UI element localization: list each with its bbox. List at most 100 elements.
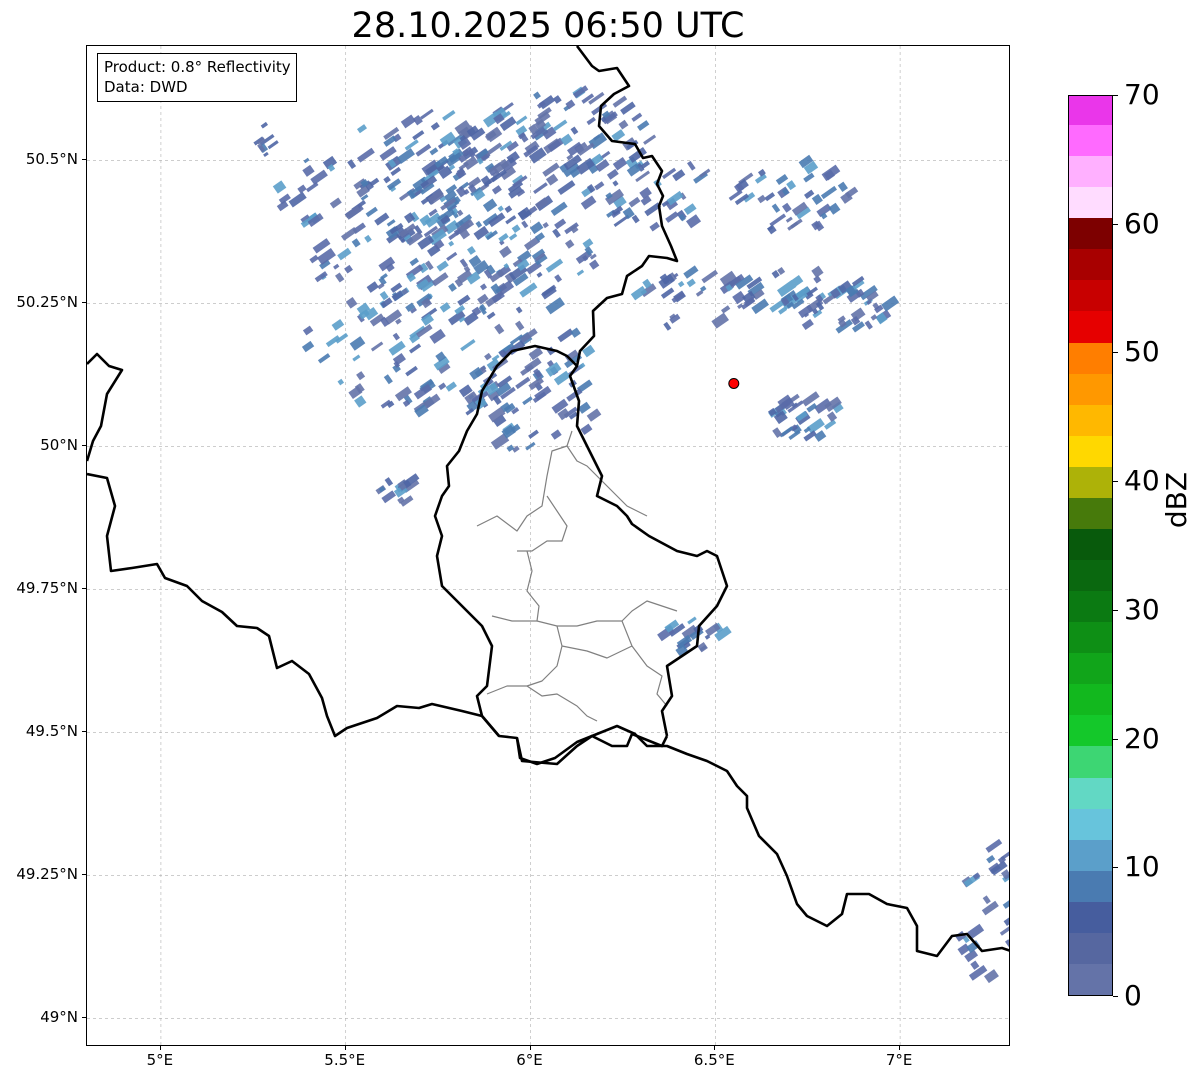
- colorbar-cell: [1069, 217, 1112, 250]
- radar-echo-cell: [737, 303, 744, 310]
- radar-echo-cell: [436, 260, 449, 272]
- radar-echo-cell: [812, 308, 819, 315]
- colorbar-cell: [1069, 279, 1112, 312]
- radar-echo-cell: [348, 385, 363, 399]
- radar-echo-cell: [578, 362, 586, 369]
- radar-echo-cell: [725, 284, 733, 292]
- radar-echo-cell: [695, 289, 704, 297]
- admin-borders: [476, 430, 678, 722]
- radar-echo-cell: [409, 333, 420, 344]
- radar-echo-cell: [553, 95, 562, 104]
- radar-echo-cell: [486, 230, 498, 241]
- radar-echo-cell: [410, 307, 417, 314]
- radar-echo-cell: [404, 139, 419, 151]
- radar-echo-cell: [303, 157, 310, 164]
- radar-echo-cell: [730, 273, 745, 287]
- radar-echo-cell: [485, 382, 499, 396]
- radar-echo-cell: [515, 376, 531, 390]
- lat-tick-label: 49.75°N: [16, 579, 78, 598]
- radar-echo-cell: [521, 220, 529, 229]
- radar-echo-cell: [542, 221, 549, 229]
- radar-echo-cell: [611, 205, 624, 216]
- colorbar-cell: [1069, 435, 1112, 467]
- radar-echo-cell: [459, 134, 467, 142]
- radar-echo-cell: [602, 111, 618, 125]
- radar-echo-cell: [801, 391, 820, 407]
- radar-echo-cell: [486, 311, 496, 320]
- radar-echo-cell: [386, 400, 395, 409]
- radar-echo-cell: [468, 184, 477, 193]
- radar-echo-cell: [628, 196, 641, 208]
- radar-echo-cell: [864, 320, 873, 330]
- radar-echo-cell: [480, 283, 488, 291]
- radar-echo-cell: [421, 297, 433, 309]
- colorbar-cell: [1069, 839, 1112, 871]
- radar-echo-cell: [967, 923, 985, 939]
- radar-echo-cell: [515, 125, 528, 137]
- radar-echo-cell: [569, 224, 579, 234]
- lon-tick-mark: [714, 1046, 716, 1050]
- radar-echo-cell: [982, 895, 991, 905]
- radar-echo-cell: [389, 222, 404, 235]
- radar-echo-cell: [528, 376, 544, 391]
- radar-echo-cell: [493, 113, 505, 125]
- radar-echo-cell: [582, 344, 596, 358]
- radar-echo-cell: [466, 271, 481, 285]
- radar-echo-cell: [365, 206, 378, 218]
- radar-echo-cell: [751, 298, 770, 315]
- radar-echo-cell: [529, 221, 544, 235]
- radar-echo-cell: [445, 184, 458, 195]
- radar-echo-cell: [519, 282, 538, 298]
- radar-echo-cell: [999, 924, 1009, 936]
- radar-echo-cell: [550, 201, 568, 216]
- radar-echo-cell: [485, 264, 496, 276]
- radar-echo-cell: [814, 430, 827, 442]
- radar-echo-cell: [414, 403, 429, 418]
- radar-echo-cell: [523, 236, 541, 251]
- admin-border: [621, 620, 668, 707]
- radar-echo-cell: [536, 271, 543, 278]
- radar-echo-cell: [968, 965, 988, 981]
- radar-echo-cell: [533, 368, 543, 379]
- radar-echo-cell: [392, 363, 401, 373]
- radar-echo-cell: [357, 147, 375, 163]
- radar-echo-cell: [435, 351, 447, 363]
- radar-echo-cell: [504, 271, 517, 284]
- radar-echo-cell: [417, 234, 435, 250]
- radar-echo-cell: [870, 314, 878, 321]
- radar-echo-cell: [524, 357, 542, 373]
- radar-echo-cell: [643, 134, 657, 145]
- radar-echo-cell: [815, 301, 825, 311]
- radar-echo-cell: [508, 233, 518, 241]
- radar-echo-cell: [430, 122, 440, 131]
- radar-echo-cell: [485, 142, 503, 156]
- radar-echo-cell: [542, 126, 557, 140]
- radar-echo-cell: [263, 151, 269, 158]
- radar-echo-cell: [981, 900, 999, 916]
- radar-echo-cell: [479, 303, 487, 312]
- radar-echo-cell: [457, 294, 471, 307]
- admin-border: [526, 685, 598, 722]
- radar-echo-cell: [357, 313, 365, 323]
- radar-echo-cell: [488, 406, 506, 423]
- radar-echo-cell: [459, 258, 469, 268]
- radar-echo-cell: [442, 109, 456, 121]
- radar-echo-cell: [414, 189, 423, 197]
- admin-border: [491, 550, 540, 622]
- radar-echo-cell: [771, 203, 781, 213]
- radar-echo-cell: [423, 225, 438, 238]
- radar-echo-cell: [545, 258, 564, 273]
- radar-echo-cell: [790, 218, 803, 229]
- radar-echo-cell: [448, 310, 466, 326]
- radar-echo-cell: [985, 838, 1003, 853]
- radar-echo-cell: [460, 339, 476, 352]
- radar-echo-cell: [845, 186, 859, 199]
- country-borders: [87, 46, 1009, 958]
- admin-border: [517, 495, 568, 552]
- radar-echo-cell: [665, 624, 674, 633]
- colorbar-cell: [1069, 124, 1112, 157]
- radar-echo-cell: [568, 411, 578, 420]
- radar-echo-cell: [801, 318, 814, 331]
- radar-echo-cell: [678, 213, 686, 222]
- radar-echo-cell: [385, 263, 395, 273]
